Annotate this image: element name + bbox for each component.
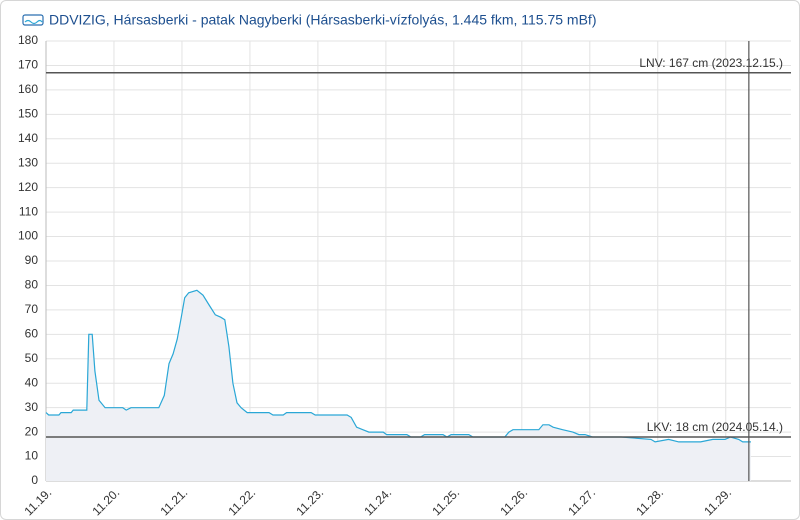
y-tick-label: 50 [25, 351, 39, 365]
y-tick-label: 170 [18, 58, 38, 72]
x-tick-label: 11.21. [157, 485, 190, 518]
reference-label: LKV: 18 cm (2024.05.14.) [647, 420, 783, 434]
y-tick-label: 180 [18, 33, 38, 47]
y-tick-label: 30 [25, 400, 39, 414]
x-tick-label: 11.20. [89, 485, 122, 518]
logo-wave [24, 19, 43, 25]
x-tick-label: 11.25. [429, 485, 462, 518]
x-tick-label: 11.29. [701, 485, 734, 518]
chart-title: DDVIZIG, Hársasberki - patak Nagyberki (… [49, 12, 596, 28]
y-tick-label: 0 [31, 473, 38, 487]
y-tick-label: 150 [18, 107, 38, 121]
y-tick-label: 80 [25, 278, 39, 292]
x-tick-label: 11.23. [293, 485, 326, 518]
logo-box [22, 14, 44, 26]
y-tick-label: 90 [25, 253, 39, 267]
x-tick-label: 11.24. [361, 485, 394, 518]
reference-label: LNV: 167 cm (2023.12.15.) [639, 56, 783, 70]
y-tick-label: 70 [25, 302, 39, 316]
y-tick-label: 60 [25, 327, 39, 341]
y-tick-label: 10 [25, 449, 39, 463]
x-tick-label: 11.26. [497, 485, 530, 518]
y-tick-label: 130 [18, 155, 38, 169]
logo [22, 14, 44, 26]
area [46, 290, 751, 481]
y-tick-label: 100 [18, 229, 38, 243]
x-tick-label: 11.28. [633, 485, 666, 518]
x-tick-label: 11.19. [21, 485, 54, 518]
y-tick-label: 140 [18, 131, 38, 145]
y-tick-label: 120 [18, 180, 38, 194]
y-tick-label: 40 [25, 375, 39, 389]
line [45, 289, 751, 443]
y-tick-label: 20 [25, 424, 39, 438]
x-tick-label: 11.22. [225, 485, 258, 518]
x-tick-label: 11.27. [565, 485, 598, 518]
y-tick-label: 110 [19, 204, 38, 218]
y-tick-label: 160 [18, 82, 38, 96]
